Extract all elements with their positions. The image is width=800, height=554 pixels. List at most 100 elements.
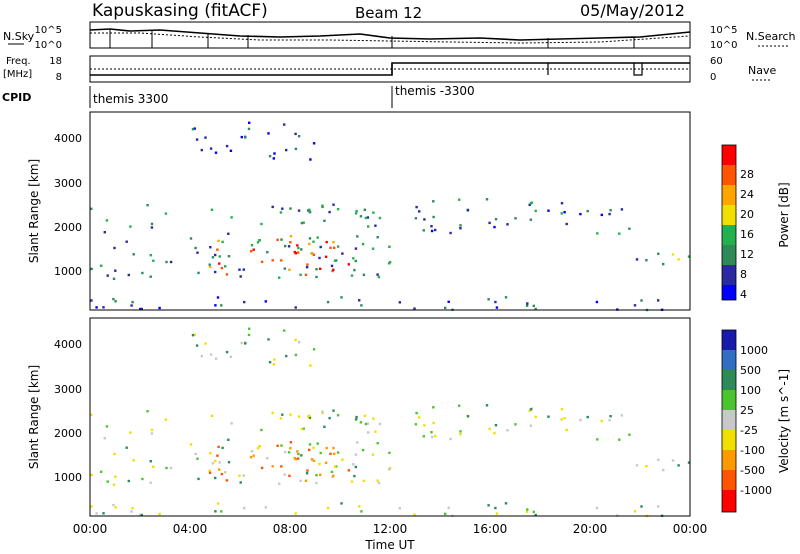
power-cb-label: Power [dB]	[777, 182, 791, 247]
velocity-cell	[208, 471, 212, 474]
cpid-segment-2: themis -3300	[395, 84, 475, 98]
velocity-cell	[141, 477, 144, 481]
power-cell	[278, 276, 281, 279]
power-cell	[657, 252, 660, 255]
power-cell	[209, 147, 213, 150]
power-cell	[149, 275, 152, 278]
velocity-cell	[149, 481, 152, 484]
velocity-cell	[281, 413, 284, 416]
velocity-cell	[388, 451, 391, 454]
noise-left-label: N.Sky	[3, 30, 35, 43]
power-cell	[423, 218, 426, 221]
velocity-cell	[300, 454, 303, 457]
velocity-cell	[444, 512, 447, 516]
velocity-cell	[335, 465, 338, 468]
velocity-cell	[376, 442, 379, 445]
power-cell	[434, 228, 437, 232]
velocity-cell	[297, 341, 301, 344]
power-cell	[308, 208, 311, 211]
velocity-cell	[140, 513, 143, 517]
velocity-cell	[165, 466, 168, 470]
freq-left-label-1: Freq.	[6, 56, 31, 67]
velocity-cell	[432, 421, 435, 425]
power-cell	[325, 240, 328, 244]
velocity-cell	[316, 442, 319, 445]
power-cell	[459, 224, 462, 227]
power-cell	[356, 235, 359, 238]
power-cell	[377, 275, 381, 279]
power-cell	[146, 204, 149, 207]
velocity-cell	[353, 474, 356, 478]
velocity-cell	[191, 334, 195, 337]
power-cell	[169, 260, 173, 264]
power-cell	[217, 239, 220, 243]
velocity-cell	[218, 468, 221, 471]
power-cell	[103, 231, 106, 234]
velocity-cell	[361, 448, 365, 452]
power-cell	[193, 127, 196, 130]
velocity-cell	[218, 461, 221, 464]
power-cell	[323, 219, 326, 222]
velocity-cell	[131, 506, 134, 510]
velocity-cell	[332, 446, 335, 450]
velocity-cell	[376, 479, 379, 482]
power-cell	[366, 216, 370, 219]
power-cell	[312, 240, 315, 243]
velocity-cell	[211, 462, 215, 465]
power-cell	[444, 306, 447, 310]
velocity-cell	[532, 510, 535, 514]
vel-cb-neg25: -25	[740, 424, 758, 437]
power-cell	[191, 128, 195, 131]
power-cell	[266, 251, 269, 254]
power-cell	[459, 227, 462, 230]
velocity-cell	[526, 508, 529, 511]
power-cell	[114, 300, 117, 303]
power-cell	[318, 256, 321, 260]
velocity-cell	[217, 445, 220, 449]
power-cell	[335, 259, 338, 262]
velocity-cell	[216, 502, 220, 505]
velocity-cell	[354, 418, 358, 421]
power-cell	[220, 266, 224, 270]
power-cell	[586, 209, 589, 213]
power-cell	[596, 232, 599, 235]
velocity-cell	[324, 461, 328, 464]
velocity-cell	[600, 419, 603, 423]
power-cell	[308, 237, 312, 240]
power-cell	[414, 217, 418, 220]
power-cell	[526, 302, 529, 305]
velocity-cell	[266, 457, 269, 460]
power-cell	[280, 238, 283, 241]
power-cell	[495, 306, 499, 309]
power-cell	[225, 144, 229, 148]
power-cell	[308, 242, 311, 246]
velocity-colorbar: 1000 500 100 25 -25 -100 -500 -1000 Velo…	[721, 329, 791, 513]
velocity-cell	[504, 502, 508, 505]
power-cell	[547, 209, 550, 212]
power-cell	[350, 274, 354, 277]
power-cell	[214, 151, 218, 154]
power-cell	[364, 216, 368, 220]
velocity-cell	[330, 470, 334, 474]
power-panel: Slant Range [km] 1000 2000 3000 4000	[27, 111, 691, 312]
velocity-cell	[294, 338, 297, 342]
power-cell	[218, 262, 221, 265]
velocity-cell	[264, 506, 267, 509]
power-cell	[127, 273, 130, 277]
power-cell	[272, 157, 275, 160]
velocity-cell	[308, 414, 311, 417]
velocity-cell	[413, 513, 416, 516]
velocity-scatter	[90, 327, 691, 518]
power-cell	[210, 208, 214, 211]
velocity-cell	[276, 444, 279, 447]
power-cell	[271, 259, 274, 262]
power-cell	[150, 222, 154, 226]
power-cell	[565, 222, 568, 226]
power-cell	[300, 248, 303, 251]
velocity-cell	[125, 446, 128, 449]
power-cell	[315, 268, 318, 271]
power-cell	[352, 257, 355, 260]
power-cell	[600, 213, 603, 217]
velocity-cell	[194, 452, 197, 456]
power-cell	[529, 218, 532, 221]
